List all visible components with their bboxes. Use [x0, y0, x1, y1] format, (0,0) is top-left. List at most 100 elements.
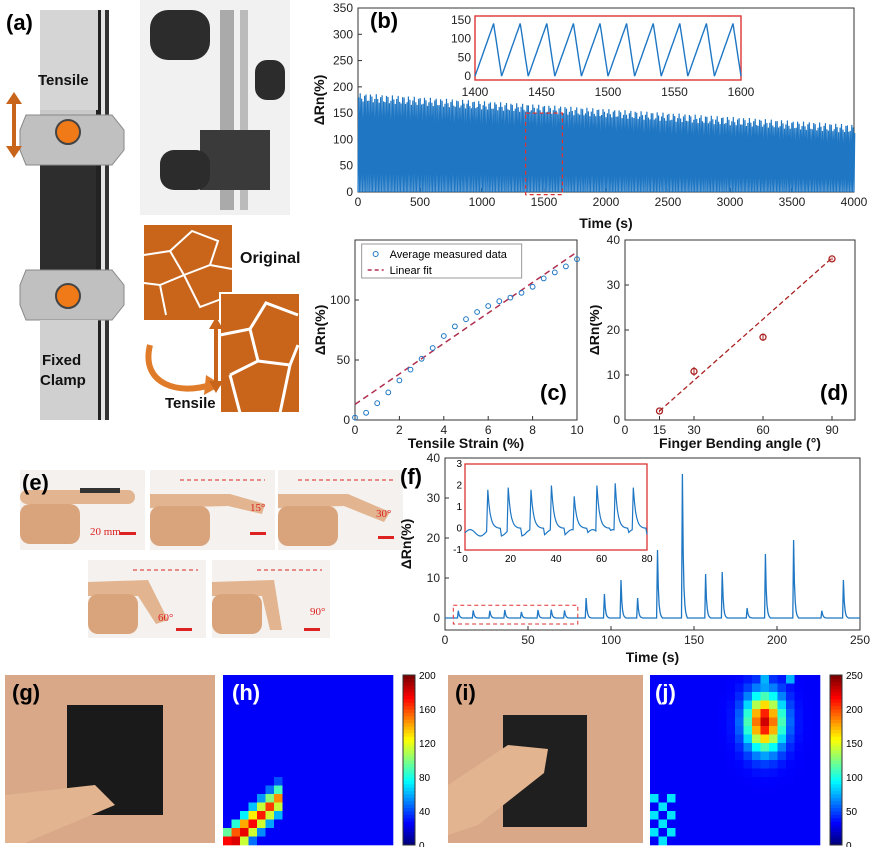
inset-x-tick-label: 40 [550, 554, 562, 565]
heatmap-cell [367, 700, 377, 710]
heatmap-cell [658, 692, 668, 701]
heatmap-cell [342, 785, 351, 795]
x-tick-label: 0 [442, 633, 449, 647]
heatmap-cell [760, 785, 770, 795]
heatmap-cell [752, 675, 761, 684]
heatmap-cell [257, 828, 266, 837]
heatmap-cell [316, 777, 326, 786]
heatmap-cell [299, 717, 309, 727]
colorbar-segment [403, 688, 415, 693]
inset-x-tick-label: 1550 [661, 85, 688, 99]
heatmap-cell [675, 743, 685, 752]
microstructure-illustration [143, 225, 301, 414]
y-tick-label: 250 [333, 54, 353, 68]
heatmap-cell [325, 743, 334, 752]
heatmap-cell [223, 717, 232, 727]
finger-bending-series [445, 473, 860, 619]
heatmap-cell [248, 743, 258, 752]
heatmap-cell [350, 692, 360, 701]
heatmap-cell [701, 777, 710, 786]
colorbar-tick-label: 250 [846, 672, 863, 682]
heatmap-cell [760, 751, 770, 761]
heatmap-cell [257, 700, 266, 710]
colorbar-segment [403, 675, 415, 679]
heatmap-cell [735, 734, 744, 744]
data-point [407, 366, 414, 373]
x-tick-label: 500 [410, 195, 430, 209]
heatmap-cell [333, 717, 343, 727]
colorbar-segment [830, 804, 842, 809]
data-point [474, 309, 481, 315]
data-point [396, 377, 403, 384]
data-point [551, 269, 558, 276]
heatmap-cell [359, 734, 368, 744]
heatmap-cell [777, 785, 787, 795]
heatmap-cell [794, 768, 804, 778]
heatmap-cell [333, 828, 343, 837]
y-tick-label: 150 [333, 106, 353, 120]
y-tick-label: 350 [333, 1, 353, 15]
heatmap-cell [231, 794, 241, 803]
heatmap-cell [350, 794, 360, 803]
heatmap-cell [299, 751, 309, 761]
heatmap-cell [701, 700, 710, 710]
panel-label-e: (e) [22, 470, 49, 495]
heatmap-cell [667, 734, 676, 744]
heatmap-cell [257, 777, 266, 786]
heatmap-cell [350, 726, 360, 735]
heatmap-cell [650, 717, 659, 727]
heatmap-cell [675, 675, 685, 684]
heatmap-cell [325, 802, 334, 812]
heatmap-cell [769, 802, 778, 812]
heatmap-cell [231, 802, 241, 812]
heatmap-cell [794, 751, 804, 761]
heatmap-cell [658, 717, 668, 727]
heatmap-cell [223, 819, 232, 829]
heatmap-cell [333, 743, 343, 752]
heatmap-cell [735, 692, 744, 701]
y-axis-label: ΔRn(%) [311, 75, 327, 126]
heatmap-cell [803, 751, 812, 761]
heatmap-cell [692, 717, 702, 727]
heatmap-cell [223, 828, 232, 837]
heatmap-cell [794, 811, 804, 820]
heatmap-cell [333, 683, 343, 693]
colorbar-segment [830, 797, 842, 802]
heatmap-cell [248, 794, 258, 803]
heatmap-cell [769, 794, 778, 803]
heatmap-cell [274, 819, 283, 829]
heatmap-cell [735, 751, 744, 761]
heatmap-cell [786, 768, 795, 778]
heatmap-cell [760, 811, 770, 820]
heatmap-cell [265, 683, 275, 693]
heatmap-cell [325, 692, 334, 701]
y-tick-label: 20 [427, 531, 441, 545]
heatmap-cell [786, 777, 795, 786]
colorbar-segment [403, 777, 415, 781]
heatmap-cell [709, 709, 719, 718]
heatmap-cell [675, 751, 685, 761]
heatmap-cell [709, 768, 719, 778]
heatmap-cell [384, 777, 394, 786]
heatmap-cell [359, 760, 368, 769]
x-tick-label: 8 [529, 423, 536, 437]
colorbar-segment [403, 692, 415, 696]
heatmap-cell [726, 811, 736, 820]
heatmap-cell [743, 785, 753, 795]
y-tick-label: 10 [607, 368, 621, 382]
colorbar-segment [403, 685, 415, 690]
panel-label-g: (g) [12, 680, 41, 705]
legend-label-fit: Linear fit [390, 265, 432, 277]
angle-label-60: 60° [158, 612, 174, 624]
heatmap-cell [735, 675, 744, 684]
heatmap-cell [350, 785, 360, 795]
data-point [828, 255, 836, 263]
heatmap-cell [265, 717, 275, 727]
heatmap-cell [257, 768, 266, 778]
heatmap-cell [342, 743, 351, 752]
heatmap-cell [743, 768, 753, 778]
finger-photo-15 [150, 470, 275, 550]
inset-x-tick-label: 1600 [728, 85, 755, 99]
heatmap-cell [231, 726, 241, 735]
heatmap-cell [223, 709, 232, 718]
